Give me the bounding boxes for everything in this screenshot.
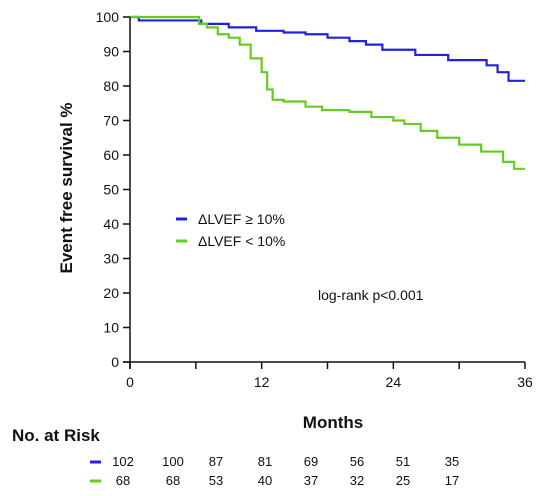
x-axis-title: Months [303, 413, 363, 432]
y-tick-label: 60 [103, 147, 119, 163]
y-tick-label: 40 [103, 216, 119, 232]
risk-value: 53 [209, 473, 223, 488]
legend: ΔLVEF ≥ 10% ΔLVEF < 10% [176, 211, 285, 249]
risk-table-title: No. at Risk [12, 426, 100, 445]
risk-value: 37 [304, 473, 318, 488]
risk-value: 68 [116, 473, 130, 488]
risk-value: 81 [258, 454, 272, 469]
legend-label-1: ΔLVEF ≥ 10% [198, 211, 285, 227]
risk-value: 68 [166, 473, 180, 488]
y-tick-label: 0 [111, 354, 119, 370]
risk-value: 17 [445, 473, 459, 488]
y-tick-label: 70 [103, 113, 119, 129]
y-tick-label: 100 [96, 9, 120, 25]
x-tick-label: 24 [386, 374, 402, 390]
y-tick-label: 80 [103, 78, 119, 94]
y-tick-label: 10 [103, 320, 119, 336]
risk-value: 87 [209, 454, 223, 469]
risk-value: 100 [162, 454, 184, 469]
risk-value: 40 [258, 473, 272, 488]
y-axis-title: Event free survival % [57, 102, 76, 273]
series-line-2 [130, 15, 525, 170]
risk-value: 69 [304, 454, 318, 469]
x-tick-label: 36 [517, 374, 533, 390]
y-tick-label: 50 [103, 182, 119, 198]
y-tick-label: 30 [103, 251, 119, 267]
series-line-1 [130, 15, 525, 82]
x-tick-label: 0 [126, 374, 134, 390]
plot-area [130, 15, 525, 170]
risk-value: 51 [396, 454, 410, 469]
risk-value: 32 [350, 473, 364, 488]
log-rank-annotation: log-rank p<0.001 [318, 287, 424, 303]
axes: 0 10 20 30 40 50 60 70 80 90 100 0 12 24 36 [96, 9, 533, 390]
legend-label-2: ΔLVEF < 10% [198, 233, 285, 249]
risk-value: 102 [112, 454, 134, 469]
risk-value: 35 [445, 454, 459, 469]
y-tick-label: 20 [103, 285, 119, 301]
risk-value: 56 [350, 454, 364, 469]
x-tick-label: 12 [254, 374, 270, 390]
y-tick-label: 90 [103, 44, 119, 60]
risk-table: 102 100 87 81 69 56 51 35 68 68 53 40 37 32 25 17 [90, 454, 459, 488]
risk-value: 25 [396, 473, 410, 488]
